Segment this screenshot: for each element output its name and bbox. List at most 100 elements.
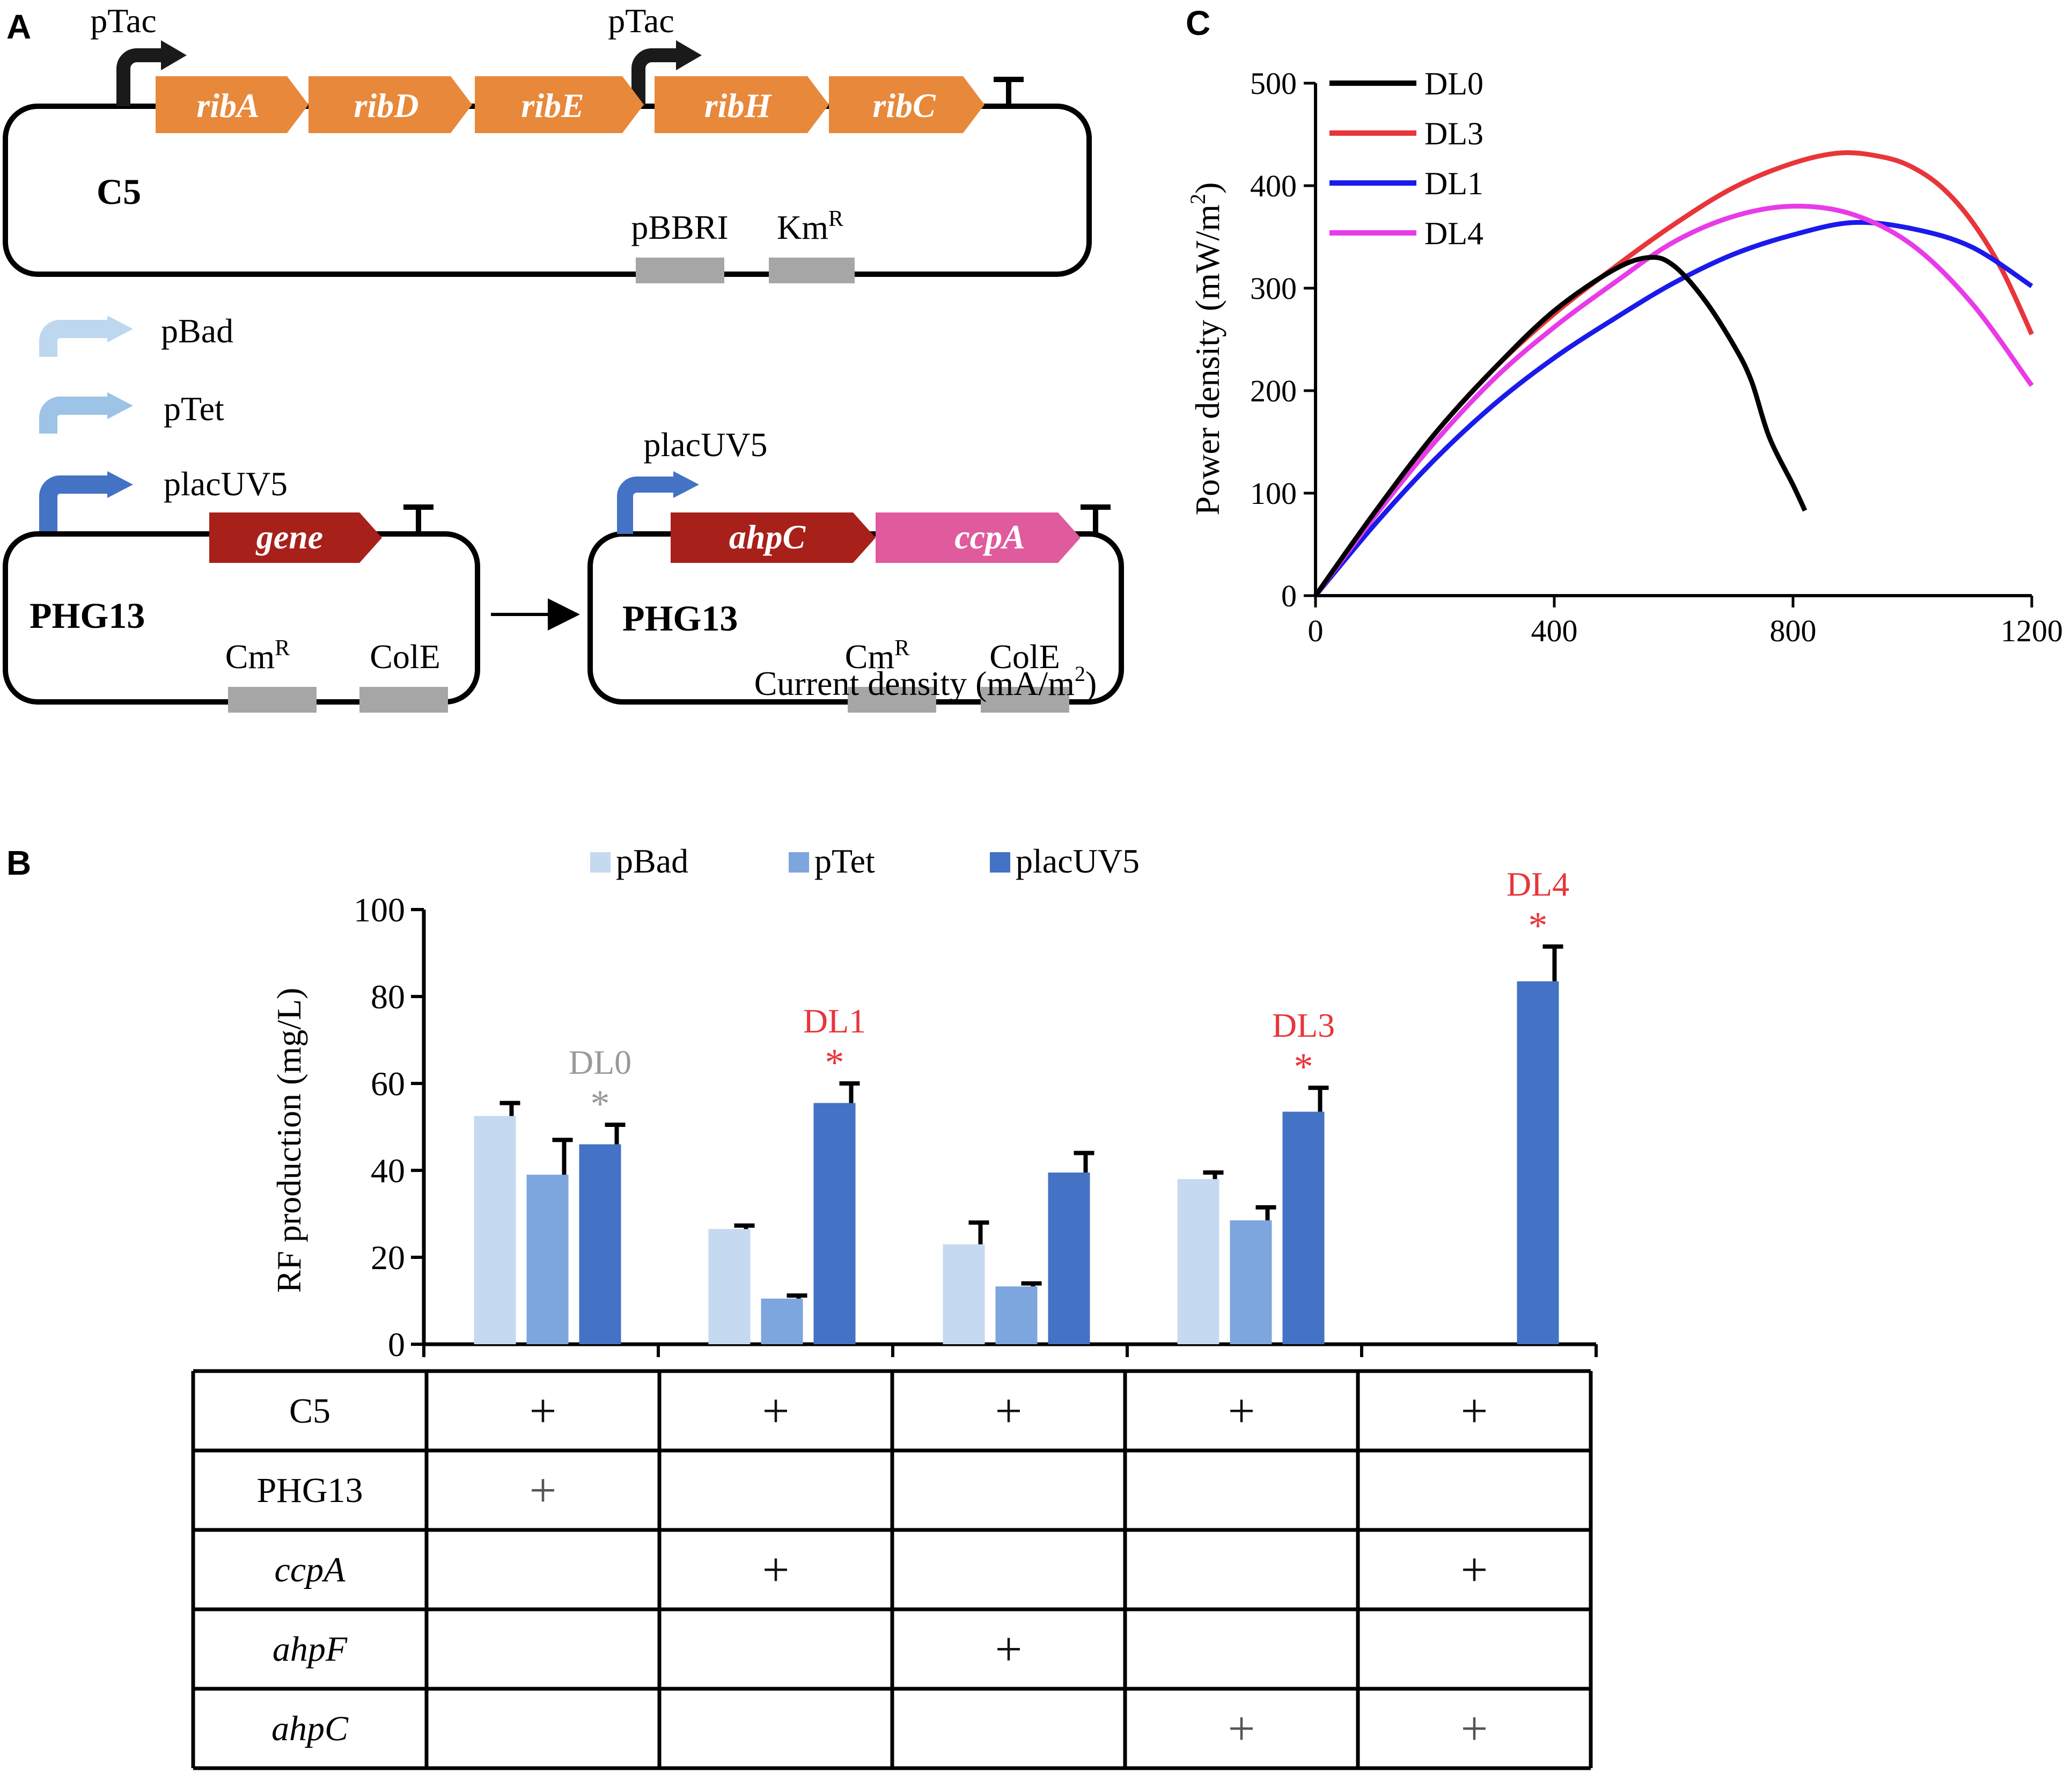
phg13-right-cole-label: ColE [989, 638, 1060, 676]
chart-c-y-tick-label: 100 [1250, 476, 1297, 511]
chart-c-y-tick-label: 0 [1281, 578, 1297, 613]
phg13-right-placuv5-arrow-icon [617, 477, 677, 534]
phg13-left-cole-label: ColE [370, 638, 440, 676]
pbad-arrow-icon [39, 320, 108, 357]
table-row-label: ccpA [275, 1550, 346, 1589]
chart-b-legend-label-ptet: pTet [814, 842, 875, 880]
chart-b-y-tick-label: 100 [354, 891, 405, 929]
chart-c-line-dl1 [1313, 219, 2033, 597]
gene-ccpa [876, 512, 1081, 563]
chart-b-y-tick-label: 0 [388, 1325, 405, 1364]
chart-c-x-tick-label: 1200 [2001, 613, 2063, 648]
panel-label-c: C [1186, 4, 1210, 42]
chart-b-ylabel: RF production (mg/L) [270, 988, 308, 1293]
table-plus-mark: + [1461, 1543, 1488, 1596]
chart-b-y-tick-label: 20 [371, 1239, 405, 1277]
phg13-left-plasmid: PHG13 gene CmR ColE [2, 504, 480, 713]
chart-b-bar-ptet [1230, 1220, 1272, 1344]
chart-c-y-tick-label: 200 [1250, 373, 1297, 408]
chart-c-x-tick-label: 400 [1531, 613, 1578, 648]
chart-b-annotations: *DL0 *DL1*DL3*DL4 [569, 865, 1569, 1125]
table-plus-mark: + [762, 1384, 790, 1438]
panel-c-chart: 0 100 200 300 400 500 0 400 800 1200 DL0 DL3 DL1 DL4… [754, 66, 2063, 702]
gene-ribd [308, 76, 472, 133]
chart-b-annotation-dl0: DL0 [569, 1043, 631, 1081]
gene-ahpc-label: ahpC [729, 518, 806, 556]
chart-c-legend: DL0 DL3 DL1 DL4 [1329, 66, 1483, 251]
table-row-label: ahpF [273, 1630, 348, 1669]
chart-b-significance-star: * [1529, 904, 1548, 947]
table-row-label: C5 [289, 1391, 330, 1431]
table-plus-mark: + [1228, 1702, 1255, 1755]
km-label: KmR [777, 207, 843, 246]
chart-b-legend-swatch-ptet [789, 852, 809, 873]
panel-a: C5 pBBRI KmR pTac pTac ribA ribD ribE ri… [2, 2, 1124, 713]
placuv5-arrow-icon [39, 475, 108, 534]
chart-b-significance-star: * [1294, 1045, 1313, 1088]
pbbri-box [636, 258, 724, 283]
phg13-right-promoter-label: placUV5 [643, 426, 767, 464]
phg13-right-backbone [587, 531, 1124, 705]
chart-b-bar-placuv5 [1517, 981, 1559, 1344]
chart-b-y-tick-label: 40 [371, 1152, 405, 1190]
chart-c-y-tick-label: 500 [1250, 66, 1297, 101]
chart-b-legend-swatch-pbad [590, 852, 611, 873]
table-plus-mark: + [530, 1464, 557, 1517]
gene-ribe-label: ribE [521, 86, 584, 124]
chart-b-bars [474, 944, 1563, 1344]
gene-ribc [829, 76, 984, 133]
chart-c-axes: 0 100 200 300 400 500 0 400 800 1200 [1250, 66, 2063, 648]
chart-b-annotation-dl1: DL1 [803, 1002, 866, 1040]
chart-b-bar-pbad [474, 1116, 516, 1344]
chart-b-bar-ptet [526, 1175, 569, 1344]
chart-c-line-dl4 [1313, 203, 2034, 597]
ptet-arrowhead-icon [107, 392, 133, 419]
table-plus-mark: + [1461, 1384, 1488, 1438]
pbad-arrowhead-icon [107, 316, 133, 342]
chart-b-bar-placuv5 [579, 1144, 621, 1344]
chart-b-bar-placuv5 [813, 1103, 856, 1344]
chart-b-bar-ptet [761, 1298, 803, 1344]
gene-generic-label: gene [255, 518, 323, 556]
phg13-left-cm-box [228, 687, 317, 713]
gene-generic [209, 512, 382, 563]
chart-b-legend: pBad pTet placUV5 [590, 842, 1140, 880]
gene-riba-label: ribA [196, 86, 259, 124]
pbbri-label: pBBRI [631, 208, 728, 246]
ptac-2-arrowhead-icon [676, 40, 702, 70]
phg13-left-cole-box [359, 687, 448, 713]
phg13-right-cole-box [981, 687, 1069, 713]
ptac-1-arrowhead-icon [161, 40, 187, 70]
strain-table: C5 + + + + + PHG13 + ccpA + + ahpF + ahpC + + [191, 1369, 1593, 1770]
chart-b-y-tick-label: 60 [371, 1065, 405, 1103]
gene-ribd-label: ribD [354, 86, 419, 124]
chart-b-legend-label-pbad: pBad [616, 842, 688, 880]
phg13-left-cm-label: CmR [225, 636, 290, 676]
table-row-label: ahpC [271, 1709, 349, 1748]
chart-c-xlabel: Current density (mA/m2) [754, 662, 1097, 702]
panel-label-b: B [6, 844, 31, 882]
phg13-right-cm-label: CmR [845, 636, 909, 676]
panel-label-a: A [6, 8, 31, 46]
chart-b-significance-star: * [591, 1082, 610, 1125]
ptac-1-label: pTac [90, 2, 156, 40]
chart-c-x-tick-label: 0 [1308, 613, 1324, 648]
table-plus-mark: + [995, 1384, 1023, 1438]
c5-backbone [2, 104, 1092, 277]
chart-b-bar-ptet [995, 1286, 1038, 1344]
chart-b-bar-placuv5 [1282, 1111, 1325, 1344]
phg13-right-terminator-icon [1081, 504, 1111, 534]
gene-ribh [655, 76, 829, 133]
chart-c-x-tick-label: 800 [1770, 613, 1817, 648]
chart-b-bar-pbad [943, 1244, 985, 1344]
c5-terminator-icon [994, 77, 1024, 106]
km-box [769, 258, 855, 283]
c5-name: C5 [97, 171, 141, 212]
chart-b-legend-label-placuv5: placUV5 [1016, 842, 1140, 880]
chart-b-significance-star: * [825, 1041, 844, 1084]
gene-ribh-label: ribH [704, 86, 773, 124]
phg13-left-terminator-icon [403, 504, 433, 534]
table-plus-mark: + [1461, 1702, 1488, 1755]
promoter-variants: pBad pTet placUV5 [39, 312, 288, 534]
